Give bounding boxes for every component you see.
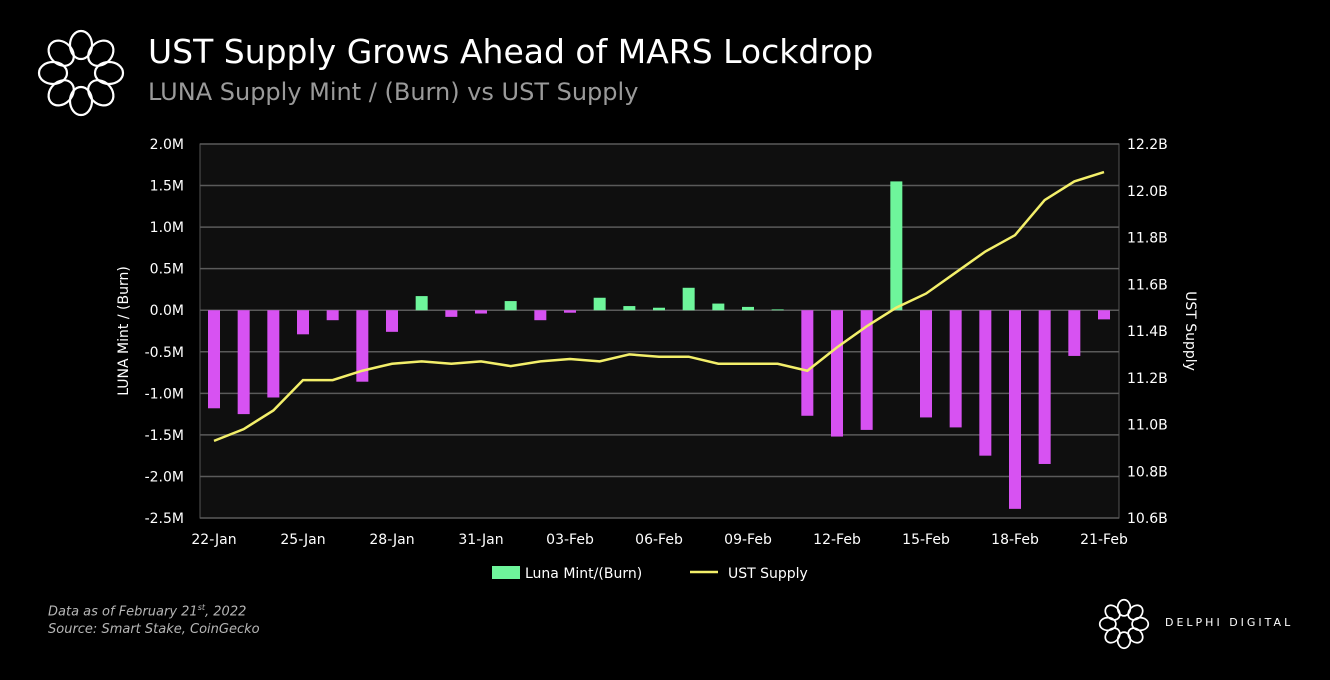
y-tick-label: 0.5M bbox=[150, 262, 184, 278]
delphi-logo bbox=[37, 29, 125, 117]
y-axis-title: LUNA Mint / (Burn) bbox=[116, 266, 132, 396]
bar bbox=[712, 303, 725, 311]
y-tick-label: 1.0M bbox=[150, 220, 184, 236]
bar bbox=[771, 309, 784, 311]
bar bbox=[1038, 310, 1051, 464]
x-tick-label: 15-Feb bbox=[902, 532, 950, 548]
bar bbox=[1068, 310, 1081, 356]
x-tick-label: 12-Feb bbox=[813, 532, 861, 548]
bar bbox=[742, 306, 754, 311]
bar bbox=[831, 310, 843, 437]
x-tick-label: 09-Feb bbox=[724, 532, 772, 548]
x-tick-label: 28-Jan bbox=[369, 532, 414, 548]
legend-swatch-mint bbox=[492, 566, 520, 579]
y2-tick-label: 10.8B bbox=[1127, 464, 1168, 480]
bar bbox=[386, 310, 398, 332]
bar bbox=[653, 307, 665, 311]
y2-tick-label: 12.0B bbox=[1127, 184, 1168, 200]
bar bbox=[356, 310, 369, 382]
bar bbox=[623, 306, 636, 311]
bar bbox=[534, 310, 547, 321]
bar bbox=[564, 310, 576, 313]
x-tick-label: 31-Jan bbox=[458, 532, 503, 548]
bar bbox=[949, 310, 962, 428]
bar bbox=[682, 287, 695, 311]
brand-name: DELPHI DIGITAL bbox=[1165, 616, 1294, 629]
bar bbox=[237, 310, 250, 415]
bar bbox=[1009, 310, 1021, 509]
y2-axis-title: UST Supply bbox=[1182, 291, 1198, 371]
bar bbox=[504, 301, 517, 311]
y-tick-label: 2.0M bbox=[150, 137, 184, 153]
y-tick-label: 1.5M bbox=[150, 179, 184, 195]
y-tick-label: -1.5M bbox=[145, 428, 184, 444]
x-tick-label: 03-Feb bbox=[546, 532, 594, 548]
bar bbox=[415, 296, 428, 311]
bar bbox=[326, 310, 339, 321]
bar bbox=[267, 310, 280, 398]
bar bbox=[208, 310, 220, 409]
bar bbox=[445, 310, 458, 317]
bar bbox=[920, 310, 932, 418]
source-note: Source: Smart Stake, CoinGecko bbox=[48, 622, 260, 637]
bar bbox=[979, 310, 992, 456]
x-tick-label: 06-Feb bbox=[635, 532, 683, 548]
bar bbox=[860, 310, 873, 430]
page-title: UST Supply Grows Ahead of MARS Lockdrop bbox=[148, 32, 874, 71]
bar bbox=[890, 181, 903, 311]
legend-label: Luna Mint/(Burn) bbox=[525, 566, 642, 582]
x-tick-label: 22-Jan bbox=[191, 532, 236, 548]
y2-tick-label: 11.8B bbox=[1127, 231, 1168, 247]
y2-tick-label: 11.4B bbox=[1127, 324, 1168, 340]
x-tick-label: 18-Feb bbox=[991, 532, 1039, 548]
y2-tick-label: 10.6B bbox=[1127, 511, 1168, 527]
delphi-logo-small bbox=[1098, 598, 1150, 650]
bar bbox=[475, 310, 487, 314]
bar bbox=[593, 297, 606, 311]
y-tick-label: -2.0M bbox=[145, 469, 184, 485]
page-subtitle: LUNA Supply Mint / (Burn) vs UST Supply bbox=[148, 78, 639, 106]
logo-loop bbox=[1104, 604, 1121, 621]
legend-label: UST Supply bbox=[728, 566, 808, 582]
logo-loop bbox=[47, 39, 75, 67]
y2-tick-label: 11.2B bbox=[1127, 371, 1168, 387]
plot-area bbox=[199, 143, 1120, 519]
data-date-note: Data as of February 21st, 2022 bbox=[48, 603, 247, 620]
y-tick-label: -1.0M bbox=[145, 386, 184, 402]
y2-tick-label: 12.2B bbox=[1127, 137, 1168, 153]
x-tick-label: 25-Jan bbox=[280, 532, 325, 548]
ust-supply-line bbox=[213, 170, 1105, 443]
y-tick-label: -2.5M bbox=[145, 511, 184, 527]
bar bbox=[297, 310, 309, 335]
y-tick-label: 0.0M bbox=[150, 303, 184, 319]
y2-tick-label: 11.6B bbox=[1127, 277, 1168, 293]
x-tick-label: 21-Feb bbox=[1080, 532, 1128, 548]
y-tick-label: -0.5M bbox=[145, 345, 184, 361]
bar bbox=[1098, 310, 1110, 320]
bar bbox=[801, 310, 814, 416]
y2-tick-label: 11.0B bbox=[1127, 418, 1168, 434]
